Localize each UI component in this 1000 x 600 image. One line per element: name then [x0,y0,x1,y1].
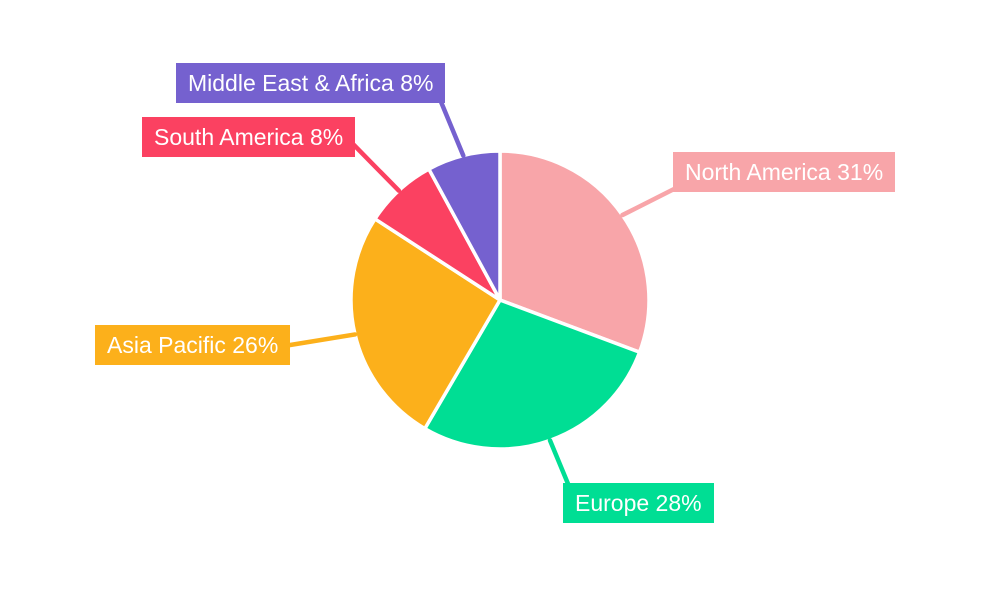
pie-label-asia-pacific: Asia Pacific 26% [95,325,291,365]
leader-line-europe [547,438,574,494]
leader-line-asia-pacific [281,332,358,349]
pie-label-south-america: South America 8% [142,117,356,157]
leader-line-south-america [348,139,402,193]
pie-label-north-america: North America 31% [673,152,896,192]
pie-label-middle-east-africa: Middle East & Africa 8% [176,63,446,103]
leader-line-middle-east-africa [436,94,466,158]
pie-label-europe: Europe 28% [563,483,714,523]
leader-line-north-america [620,183,683,218]
